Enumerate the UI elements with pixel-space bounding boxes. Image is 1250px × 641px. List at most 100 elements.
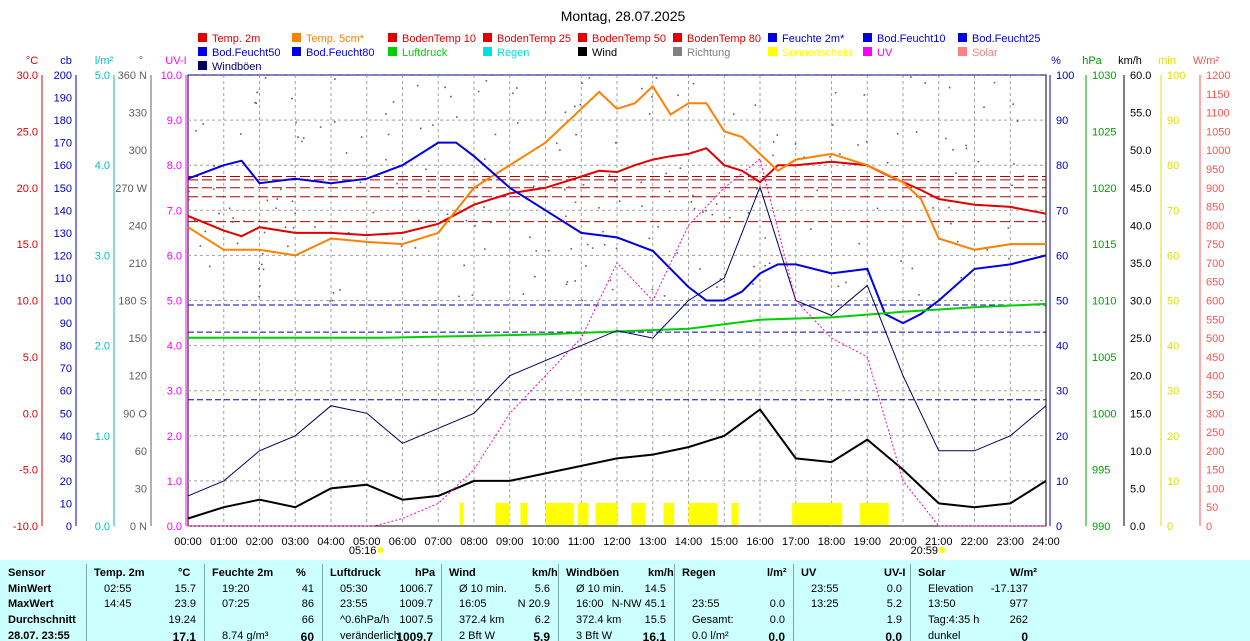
- column-unit: l/m²: [767, 567, 787, 579]
- legend-label: BodenTemp 80: [687, 33, 761, 45]
- wind-direction-point: [993, 81, 996, 84]
- wind-direction-point: [417, 219, 420, 222]
- wind-direction-point: [839, 153, 841, 155]
- cell-note: 3 Bft W: [576, 630, 613, 641]
- axis-tick-label: 200: [1206, 446, 1224, 458]
- cell-value: 5.6: [534, 583, 550, 595]
- sunrise-icon: [377, 547, 384, 553]
- axis-tick-label: 7.0: [167, 205, 182, 217]
- wind-direction-point: [262, 268, 265, 271]
- axis-tick-label: 650: [1206, 277, 1224, 289]
- wind-direction-point: [832, 124, 834, 126]
- axis-tick-label: 90: [1167, 115, 1179, 127]
- column-separator: [793, 564, 794, 641]
- wind-direction-point: [1013, 163, 1015, 165]
- sunshine-block: [860, 503, 889, 525]
- wind-direction-point: [204, 230, 207, 233]
- wind-direction-point: [566, 281, 569, 283]
- wind-direction-point: [195, 129, 197, 132]
- cell-value: 977: [1009, 598, 1028, 610]
- axis-tick-label: -10.0: [13, 521, 38, 533]
- wind-direction-point: [372, 211, 375, 214]
- legend-label: Sonnenschein: [782, 47, 852, 59]
- column-separator: [322, 564, 323, 641]
- axis-tick-label: 0: [1167, 521, 1173, 533]
- axis-tick-label: 300: [129, 145, 147, 157]
- wind-direction-point: [614, 180, 616, 183]
- wind-direction-point: [676, 251, 679, 254]
- wind-direction-point: [809, 228, 812, 230]
- chart-title: Montag, 28.07.2025: [561, 8, 686, 24]
- wind-direction-point: [716, 286, 718, 288]
- wind-direction-point: [236, 242, 239, 245]
- wind-direction-point: [579, 103, 582, 106]
- wind-direction-point: [392, 101, 395, 103]
- axis-tick-label: 180 S: [118, 296, 147, 308]
- wind-direction-point: [427, 190, 430, 192]
- legend-swatch: [673, 33, 682, 42]
- wind-direction-point: [948, 206, 950, 209]
- series-luftdruck: [188, 302, 1047, 339]
- axis-tick-label: 240: [129, 220, 147, 232]
- axis-tick-label: 50.0: [1130, 145, 1151, 157]
- cell-value: 1009.7: [396, 630, 433, 641]
- axis-tick-label: 0: [1206, 521, 1212, 533]
- wind-direction-point: [232, 217, 234, 219]
- wind-direction-point: [319, 126, 322, 128]
- cell-note: dunkel: [928, 630, 961, 641]
- legend-swatch: [768, 47, 777, 56]
- axis-unit: °C: [26, 55, 38, 67]
- axis-tick-label: 300: [1206, 408, 1224, 420]
- axis-tick-label: 1100: [1206, 108, 1230, 120]
- wind-direction-point: [575, 133, 577, 136]
- column-header: Feuchte 2m: [212, 567, 274, 579]
- x-tick-label: 14:00: [675, 536, 703, 548]
- sunshine-block: [595, 503, 617, 525]
- x-tick-label: 09:00: [496, 536, 524, 548]
- axis-tick-label: 140: [54, 205, 72, 217]
- legend-label: Richtung: [687, 47, 730, 59]
- legend-label: Wind: [592, 47, 617, 59]
- wind-direction-point: [948, 86, 951, 89]
- wind-direction-point: [484, 158, 486, 160]
- wind-direction-point: [764, 237, 767, 239]
- wind-direction-point: [400, 245, 403, 248]
- wind-direction-point: [565, 215, 567, 218]
- sunrise-label: 05:16: [349, 545, 377, 557]
- wind-direction-point: [263, 231, 266, 234]
- wind-direction-point: [534, 275, 536, 278]
- legend-label: BodenTemp 10: [402, 33, 476, 45]
- axis-tick-label: 40: [60, 431, 72, 443]
- wind-direction-point: [1007, 227, 1010, 229]
- axis-tick-label: 160: [54, 160, 72, 172]
- wind-direction-point: [291, 200, 294, 202]
- column-separator: [674, 564, 675, 641]
- wind-direction-point: [668, 190, 671, 193]
- wind-direction-point: [450, 95, 452, 98]
- wind-direction-point: [387, 133, 390, 136]
- wind-direction-point: [581, 299, 584, 302]
- wind-direction-point: [728, 216, 731, 219]
- cell-note: Tag:4:35 h: [928, 614, 980, 626]
- cell-value: 0.0: [886, 583, 902, 595]
- legend-label: Temp. 5cm*: [306, 33, 365, 45]
- wind-direction-point: [279, 188, 282, 191]
- axis-tick-label: 900: [1206, 183, 1224, 195]
- wind-direction-point: [275, 207, 278, 210]
- wind-direction-point: [772, 154, 774, 157]
- axis-tick-label: 50: [60, 408, 72, 420]
- legend-swatch: [958, 33, 967, 42]
- axis-tick-label: 30: [135, 483, 147, 495]
- axis-tick-label: 10: [60, 498, 72, 510]
- cell-value: N 20.9: [517, 598, 550, 610]
- wind-direction-point: [1016, 120, 1019, 122]
- wind-direction-point: [924, 82, 927, 84]
- cell-value: 19.24: [168, 614, 196, 626]
- axis-tick-label: 0.0: [23, 408, 38, 420]
- axis-tick-label: 60: [60, 386, 72, 398]
- column-header: Regen: [682, 567, 716, 579]
- cell-value: -17.137: [990, 583, 1028, 595]
- axis-tick-label: 20.0: [17, 183, 38, 195]
- wind-direction-point: [512, 92, 514, 95]
- cell-value: 16.1: [642, 630, 666, 641]
